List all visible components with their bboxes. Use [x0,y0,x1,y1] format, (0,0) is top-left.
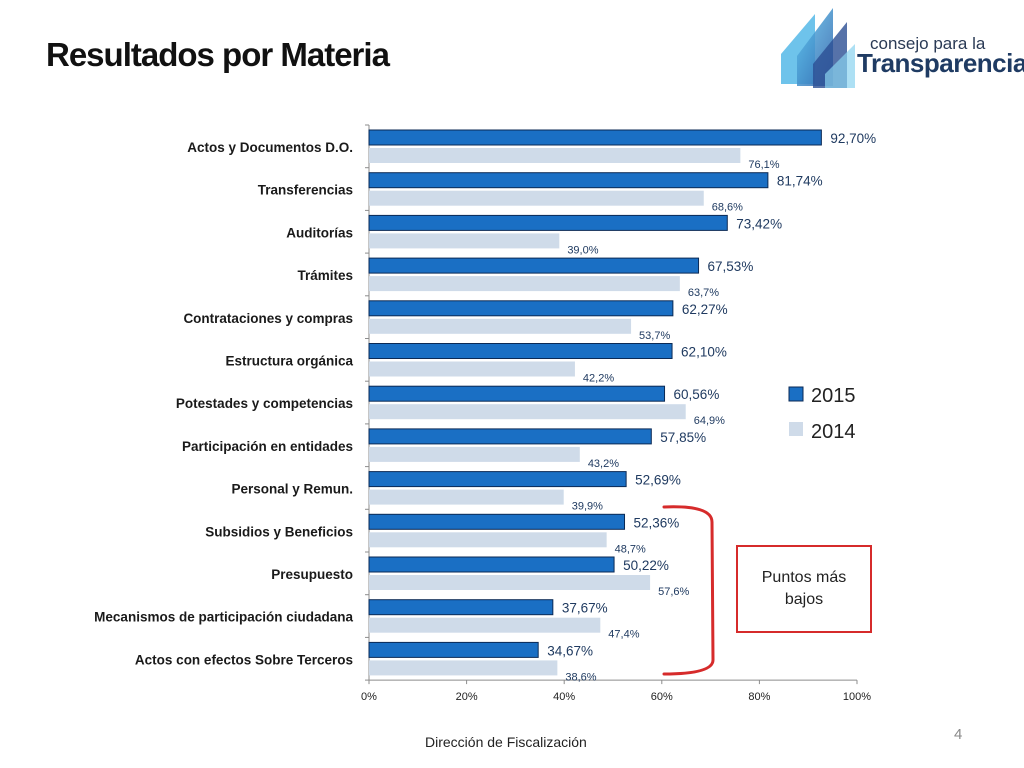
x-tick-label: 0% [361,691,377,703]
bar-2015 [368,599,554,616]
bar-2014-value-label: 42,2% [583,373,614,385]
category-label: Transferencias [258,183,353,198]
bar-2014 [369,489,564,505]
bar-2015-value-label: 73,42% [736,216,782,231]
logo-graphic-icon [781,8,855,88]
bar-2015-value-label: 34,67% [547,643,593,658]
bar-2014-value-label: 53,7% [639,330,670,342]
legend-label-2015: 2015 [811,385,856,407]
category-label: Participación en entidades [182,439,353,454]
bar-2014-value-label: 39,0% [567,244,598,256]
bar-2015-value-label: 57,85% [660,430,706,445]
category-label: Trámites [297,268,353,283]
bar-2015-value-label: 52,69% [635,473,681,488]
bar-2014-value-label: 64,9% [694,415,725,427]
category-label: Auditorías [286,225,353,240]
legend-label-2014: 2014 [811,421,856,443]
callout-text: Puntos más bajos [761,569,847,608]
bar-2015-value-label: 62,27% [682,302,728,317]
bar-2014 [369,532,607,548]
bar-2014-value-label: 38,6% [565,671,596,683]
legend-swatch-2014 [789,422,803,436]
bar-2015-value-label: 60,56% [674,387,720,402]
bar-2015 [368,641,539,658]
legend-swatch-2015 [788,386,804,402]
bar-2014-value-label: 48,7% [615,543,646,555]
x-tick-label: 80% [748,691,770,703]
category-label: Contrataciones y compras [183,311,353,326]
highlight-bracket [662,505,715,676]
bar-2015-value-label: 50,22% [623,558,669,573]
bar-2014-value-label: 39,9% [572,501,603,513]
logo: consejo para la Transparencia [775,4,1024,94]
category-label: Mecanismos de participación ciudadana [94,610,353,625]
bar-2015 [368,556,615,573]
x-tick-label: 20% [456,691,478,703]
bar-2014-value-label: 57,6% [658,586,689,598]
bar-2014 [369,148,741,163]
bar-2014-value-label: 47,4% [608,629,639,641]
footer-text: Dirección de Fiscalización [425,734,587,750]
category-label: Presupuesto [271,567,353,582]
bar-2015 [368,214,728,231]
bar-2015 [368,172,769,189]
bar-2014-value-label: 76,1% [748,159,779,171]
x-tick-label: 100% [843,691,871,703]
bar-2015-value-label: 67,53% [708,259,754,274]
bar-2015-value-label: 52,36% [634,515,680,530]
category-label: Potestades y competencias [176,396,353,411]
bar-2015 [368,513,626,530]
x-tick-label: 40% [553,691,575,703]
bar-2015 [368,385,666,402]
bar-2014 [369,361,575,377]
page-number: 4 [954,726,963,743]
bar-2014 [369,575,651,590]
bar-2015-value-label: 37,67% [562,601,608,616]
bar-2014 [369,318,632,334]
bar-2015 [368,257,700,274]
category-label: Actos con efectos Sobre Terceros [135,652,353,667]
bar-2014 [369,233,560,249]
bar-2015 [368,129,822,146]
bar-2014 [369,276,680,292]
bar-2015-value-label: 62,10% [681,345,727,360]
bar-2014-value-label: 43,2% [588,458,619,470]
bar-2014-value-label: 63,7% [688,287,719,299]
category-label: Personal y Remun. [231,482,353,497]
x-tick-label: 60% [651,691,673,703]
bar-2015 [368,300,674,317]
bar-2015-value-label: 92,70% [830,131,876,146]
category-label: Estructura orgánica [225,354,353,369]
bar-2015-value-label: 81,74% [777,174,823,189]
bar-2014 [369,404,686,420]
bar-2014 [369,446,580,462]
bar-2014-value-label: 68,6% [712,202,743,214]
bar-2015 [368,471,627,488]
bar-2014 [369,660,558,676]
category-label: Subsidios y Beneficios [205,524,353,539]
bar-2015 [368,343,673,359]
logo-text-line1: consejo para la [870,34,986,53]
bar-2014 [369,617,601,633]
logo-text-line2: Transparencia [857,48,1024,78]
callout-box: Puntos más bajos [736,545,872,633]
bar-2015 [368,428,652,445]
category-label: Actos y Documentos D.O. [187,140,353,155]
slide-title: Resultados por Materia [46,36,390,73]
bar-2014 [369,190,704,206]
